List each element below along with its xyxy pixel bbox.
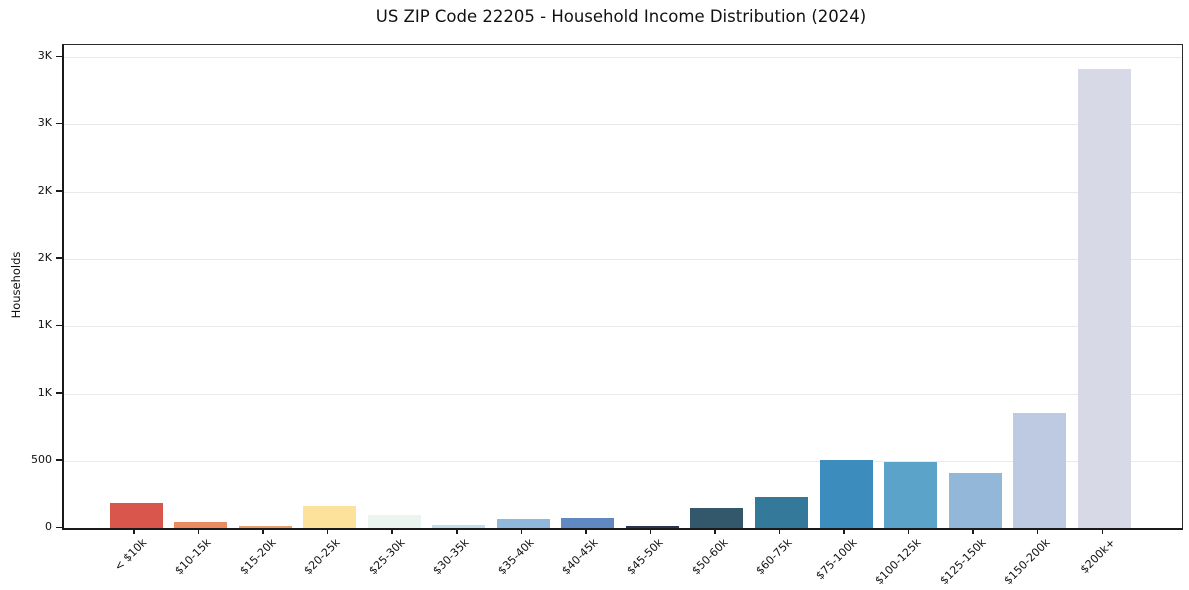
y-tick-label: 500 [31,452,52,466]
bar--50-60k [690,507,744,528]
bar--10k [109,503,163,528]
x-tick-label: $200k+ [1077,536,1118,577]
x-tick-mark [972,529,974,534]
bar--40-45k [561,517,615,528]
x-tick-mark [197,529,200,534]
y-tick-mark [56,122,62,125]
x-tick-mark [1101,529,1103,534]
y-tick-label: 1K [37,318,52,332]
x-tick-mark [714,529,716,534]
bar--60-75k [755,497,808,528]
x-tick-mark [907,529,910,534]
x-tick-label: $20-25k [301,536,343,578]
x-tick-label: $125-150k [937,536,989,588]
x-tick-mark [843,529,845,534]
y-tick-mark [56,190,62,192]
bar--10-15k [174,521,228,528]
x-tick-mark [649,529,652,534]
bar--25-30k [367,515,421,528]
bar--20-25k [303,505,357,528]
x-tick-mark [262,529,264,534]
x-tick-mark [778,529,781,534]
y-tick-mark [56,257,62,259]
y-tick-label: 0 [45,520,52,533]
bar--30-35k [432,524,486,528]
x-tick-label: $25-30k [366,536,408,578]
y-tick-mark [56,55,62,58]
x-tick-label: $40-45k [559,536,601,578]
bar--45-50k [625,525,679,528]
gridline-2500 [64,191,1182,193]
x-tick-label: $50-60k [688,536,731,578]
chart-title: US ZIP Code 22205 - Household Income Dis… [375,7,867,26]
y-tick-label: 3K [37,116,52,130]
x-tick-label: $45-50k [624,536,666,578]
bar--15-20k [238,526,292,528]
x-tick-mark [1036,529,1039,534]
x-tick-mark [326,529,329,534]
x-tick-label: $100-125k [872,536,924,588]
y-tick-label: 2K [37,183,52,197]
bar--75-100k [819,460,873,528]
bar--125-150k [948,472,1002,528]
x-tick-mark [456,529,458,534]
y-tick-mark [56,324,62,327]
x-tick-label: $35-40k [495,536,537,578]
y-tick-mark [56,459,62,461]
y-tick-label: 2K [37,250,52,264]
x-tick-label: $60-75k [753,536,795,578]
y-tick-label: 1K [37,385,52,399]
x-tick-mark [391,529,393,534]
x-tick-label: < $10k [111,536,150,574]
gridline-1500 [64,326,1182,328]
x-tick-mark [520,529,522,534]
bar--150-200k [1013,413,1067,528]
gridline-3500 [64,57,1182,59]
x-tick-label: $10-15k [172,536,214,578]
gridline-500 [64,460,1182,462]
y-tick-label: 3K [37,49,52,63]
y-tick-mark [56,526,62,528]
gridline-2000 [64,258,1182,260]
bar--35-40k [496,518,550,528]
x-tick-mark [585,529,587,534]
bar--200k+ [1077,69,1131,528]
bar--100-125k [884,462,938,528]
x-tick-label: $15-20k [237,536,279,578]
x-tick-mark [133,529,135,534]
x-tick-label: $75-100k [812,536,860,583]
x-tick-label: $150-200k [1001,536,1053,588]
y-tick-mark [56,392,62,394]
gridline-1000 [64,393,1182,395]
gridline-3000 [64,124,1182,126]
x-tick-label: $30-35k [430,536,472,578]
plot-area [62,44,1183,530]
